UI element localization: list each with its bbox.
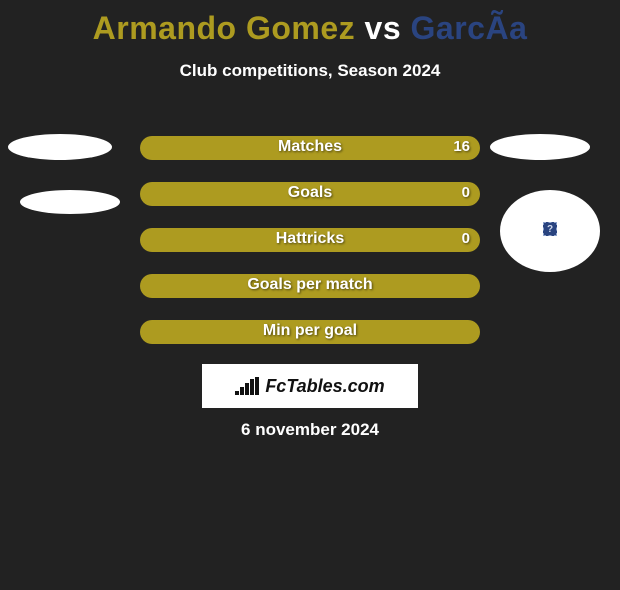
help-icon-glyph: ? xyxy=(547,224,553,235)
title-vs: vs xyxy=(365,10,402,46)
p1-avatar-top xyxy=(8,134,112,160)
logo: FcTables.com xyxy=(202,364,418,408)
page-title: Armando Gomez vs GarcÃ­a xyxy=(0,10,620,47)
p1-avatar-bottom xyxy=(20,190,120,214)
subtitle: Club competitions, Season 2024 xyxy=(0,61,620,81)
date: 6 november 2024 xyxy=(0,420,620,440)
comparison-infographic: Armando Gomez vs GarcÃ­a Club competitio… xyxy=(0,10,620,590)
logo-label: FcTables.com xyxy=(265,376,384,397)
stat-bar-right xyxy=(140,136,480,160)
logo-text: FcTables.com xyxy=(235,376,384,397)
stat-bar-right xyxy=(140,274,480,298)
title-player2: GarcÃ­a xyxy=(411,10,528,46)
stat-row: Min per goal xyxy=(140,320,480,344)
stat-row: Goals per match xyxy=(140,274,480,298)
stat-bar-right xyxy=(140,320,480,344)
stat-row: Goals0 xyxy=(140,182,480,206)
stat-row: Hattricks0 xyxy=(140,228,480,252)
help-icon: ? xyxy=(543,222,557,236)
logo-bars-icon xyxy=(235,377,259,395)
p2-avatar-top xyxy=(490,134,590,160)
title-player1: Armando Gomez xyxy=(93,10,356,46)
stat-bar-right xyxy=(140,228,480,252)
stat-bar-right xyxy=(140,182,480,206)
stat-row: Matches16 xyxy=(140,136,480,160)
stat-bars: Matches16 Goals0 Hattricks0 Goals per match… xyxy=(140,136,480,366)
